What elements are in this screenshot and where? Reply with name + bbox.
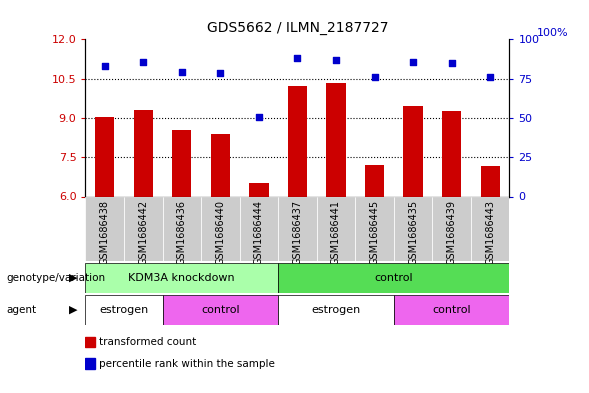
Point [100,62,110,69]
Text: GSM1686441: GSM1686441 [331,200,341,265]
Bar [134,110,153,196]
Text: GSM1686440: GSM1686440 [216,200,226,265]
Point [447,60,456,66]
Bar [317,196,355,261]
Text: GSM1686442: GSM1686442 [138,200,148,265]
Bar [85,263,278,293]
Point [293,55,302,61]
Bar [403,106,423,196]
Text: control: control [432,305,471,315]
Text: GSM1686443: GSM1686443 [485,200,495,265]
Text: transformed count: transformed count [100,337,197,347]
Bar [365,165,384,196]
Bar [394,196,432,261]
Text: estrogen: estrogen [312,305,360,315]
Point [177,69,187,75]
Bar [95,117,114,196]
Text: ▶: ▶ [70,305,78,315]
Bar [85,336,95,347]
Bar [85,196,124,261]
Bar [278,263,509,293]
Bar [163,295,278,325]
Bar [163,196,201,261]
Title: GDS5662 / ILMN_2187727: GDS5662 / ILMN_2187727 [207,22,388,35]
Text: ▶: ▶ [70,273,78,283]
Bar [326,83,346,196]
Bar [355,196,394,261]
Text: GSM1686444: GSM1686444 [254,200,264,265]
Text: GSM1686439: GSM1686439 [446,200,456,265]
Bar [211,134,230,196]
Bar [481,166,500,196]
Bar [240,196,278,261]
Text: percentile rank within the sample: percentile rank within the sample [100,359,275,369]
Text: genotype/variation: genotype/variation [6,273,105,283]
Text: control: control [201,305,240,315]
Text: GSM1686435: GSM1686435 [408,200,418,265]
Bar [85,358,95,369]
Bar [288,86,307,196]
Text: 100%: 100% [537,28,568,38]
Text: agent: agent [6,305,36,315]
Text: control: control [375,273,413,283]
Bar [201,196,240,261]
Point [254,114,264,120]
Bar [442,111,461,196]
Text: GSM1686437: GSM1686437 [293,200,302,265]
Bar [432,196,471,261]
Bar [85,295,163,325]
Bar [249,184,269,196]
Bar [124,196,163,261]
Bar [172,130,191,196]
Point [370,74,379,81]
Bar [394,295,509,325]
Text: GSM1686438: GSM1686438 [100,200,110,265]
Text: GSM1686445: GSM1686445 [369,200,379,265]
Point [138,59,148,65]
Text: KDM3A knockdown: KDM3A knockdown [128,273,235,283]
Text: GSM1686436: GSM1686436 [177,200,187,265]
Point [331,57,340,63]
Point [485,74,495,81]
Bar [278,196,317,261]
Bar [278,295,394,325]
Point [216,70,225,77]
Bar [471,196,509,261]
Text: estrogen: estrogen [100,305,148,315]
Point [408,59,418,65]
